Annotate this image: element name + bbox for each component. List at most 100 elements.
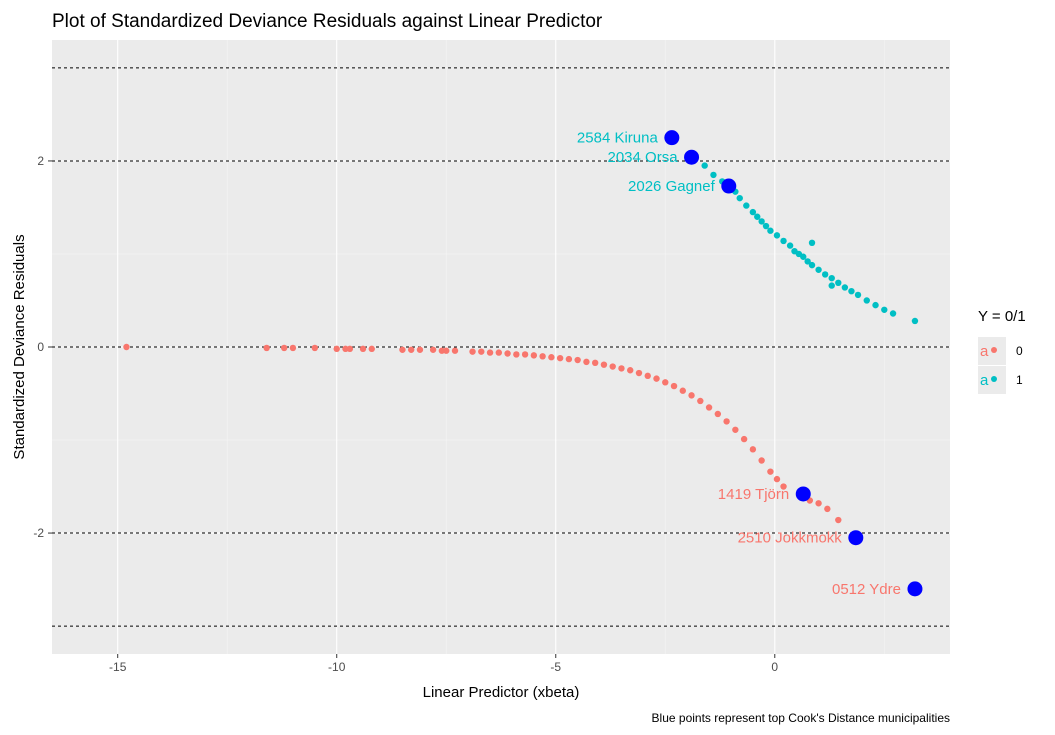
point-labels: 2584 Kiruna 2034 Orsa 2026 Gagnef 1419 Tjör…: [577, 130, 901, 598]
data-point: [346, 345, 354, 353]
data-point: [889, 310, 897, 317]
data-point: [786, 242, 794, 249]
data-point: [821, 271, 829, 278]
highlight-point: [848, 530, 864, 546]
data-point: [609, 363, 616, 370]
data-point: [333, 345, 340, 353]
data-point: [368, 345, 375, 353]
point-label: 2034 Orsa: [608, 149, 679, 166]
data-point: [804, 258, 811, 265]
data-point: [854, 291, 862, 299]
legend-key-glyph: a: [980, 372, 989, 389]
data-point: [762, 222, 770, 230]
data-point: [824, 505, 831, 513]
data-point: [767, 227, 774, 234]
data-point: [723, 418, 730, 425]
data-point: [749, 208, 757, 216]
data-point: [429, 346, 437, 353]
data-point: [773, 475, 781, 483]
data-point: [732, 426, 739, 433]
x-tick-label: 0: [771, 660, 778, 674]
legend-label: 0: [1016, 344, 1023, 358]
x-axis: -15 -10 -5 0: [109, 654, 778, 674]
x-tick-label: -15: [109, 660, 127, 674]
data-point: [740, 435, 748, 443]
data-point: [504, 350, 511, 357]
data-point: [574, 356, 581, 364]
data-point: [773, 232, 781, 239]
data-point: [662, 379, 669, 386]
data-point: [644, 372, 651, 380]
data-point: [311, 344, 319, 352]
data-point: [539, 353, 546, 360]
data-point: [653, 375, 660, 382]
data-point: [263, 344, 270, 352]
data-point: [556, 354, 564, 362]
data-point: [591, 359, 599, 367]
data-point: [443, 347, 450, 354]
data-point: [697, 397, 704, 405]
data-point: [359, 345, 367, 353]
data-point: [848, 287, 855, 295]
data-point: [635, 369, 643, 377]
data-point: [828, 282, 835, 289]
data-point: [670, 382, 678, 390]
data-point: [548, 354, 555, 361]
data-point: [627, 367, 634, 374]
y-tick-label: 2: [37, 154, 44, 168]
y-tick-label: -2: [33, 526, 44, 540]
point-label: 2584 Kiruna: [577, 130, 659, 147]
data-point: [618, 365, 625, 372]
chart-caption: Blue points represent top Cook's Distanc…: [652, 711, 950, 725]
x-axis-title: Linear Predictor (xbeta): [423, 684, 580, 701]
data-point: [399, 346, 406, 353]
data-point: [808, 239, 816, 247]
data-point: [754, 213, 761, 220]
data-point: [863, 297, 870, 304]
data-point: [705, 404, 713, 411]
data-point: [835, 279, 842, 287]
data-point: [408, 346, 415, 353]
legend-label: 1: [1016, 373, 1023, 387]
data-point: [758, 218, 765, 225]
legend-keys: a 0 a 1: [978, 337, 1023, 394]
data-point: [710, 171, 717, 179]
data-point: [478, 348, 485, 355]
highlighted-points: [664, 130, 923, 597]
legend-title: Y = 0/1: [978, 308, 1026, 325]
point-label: 0512 Ydre: [832, 581, 901, 598]
point-label: 2510 Jokkmokk: [738, 530, 843, 547]
data-point: [749, 446, 757, 453]
data-point: [701, 162, 708, 169]
data-point: [469, 348, 476, 355]
data-point: [416, 346, 424, 353]
data-point: [495, 349, 503, 356]
data-point: [808, 261, 816, 269]
highlight-point: [795, 486, 811, 502]
data-point: [123, 343, 130, 351]
highlight-point: [664, 130, 680, 146]
data-point: [767, 468, 774, 475]
data-point: [911, 317, 919, 325]
highlight-point: [721, 178, 737, 194]
data-point: [280, 344, 288, 352]
highlight-point: [684, 149, 700, 165]
data-point: [743, 202, 750, 209]
point-label: 2026 Gagnef: [628, 178, 716, 195]
data-point: [451, 347, 459, 354]
data-point: [679, 387, 686, 394]
legend: Y = 0/1 a 0 a 1: [978, 308, 1026, 394]
data-point: [758, 457, 765, 464]
data-point: [289, 344, 297, 352]
legend-key-glyph: a: [980, 343, 989, 360]
legend-key-dot: [991, 376, 997, 382]
data-point: [815, 500, 822, 507]
data-point: [828, 274, 835, 282]
y-tick-label: 0: [37, 340, 44, 354]
data-point: [835, 516, 842, 524]
data-point: [780, 237, 787, 245]
data-point: [780, 483, 787, 490]
data-point: [841, 284, 849, 291]
data-point: [530, 352, 538, 359]
